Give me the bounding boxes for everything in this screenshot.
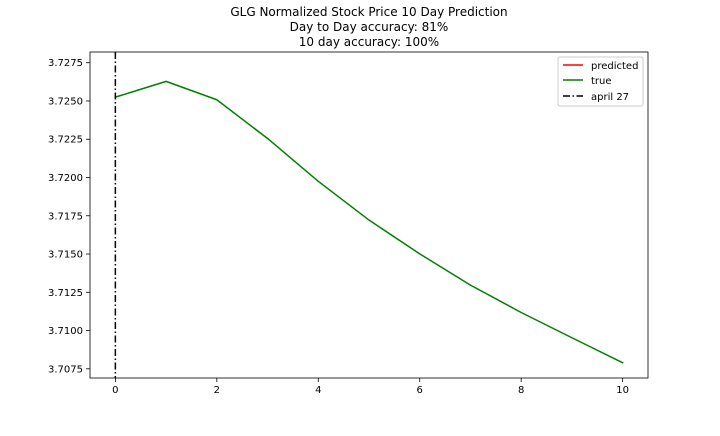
plot-frame bbox=[89, 51, 649, 379]
y-tick-label: 3.7250 bbox=[48, 96, 83, 107]
x-tick-label: 4 bbox=[315, 385, 321, 396]
x-tick-label: 0 bbox=[112, 385, 118, 396]
chart-subtitle-day-to-day: Day to Day accuracy: 81% bbox=[290, 20, 449, 34]
y-axis-ticks: 3.7075 3.7100 3.7125 3.7150 3.7175 3.7200 3.72… bbox=[48, 58, 90, 375]
x-tick-label: 6 bbox=[417, 385, 423, 396]
legend-label-true: true bbox=[591, 76, 612, 87]
plot-area bbox=[90, 52, 648, 378]
chart-subtitle-ten-day: 10 day accuracy: 100% bbox=[299, 35, 439, 49]
y-tick-label: 3.7275 bbox=[48, 58, 83, 69]
legend-box bbox=[557, 56, 644, 107]
x-axis-ticks: 0 2 4 6 8 10 bbox=[112, 378, 629, 396]
series-layer bbox=[114, 80, 624, 364]
x-tick-label: 8 bbox=[518, 385, 524, 396]
legend-label-april-27: april 27 bbox=[591, 92, 629, 103]
y-tick-label: 3.7125 bbox=[48, 288, 83, 299]
y-tick-label: 3.7150 bbox=[48, 250, 83, 261]
y-tick-label: 3.7175 bbox=[48, 211, 83, 222]
y-tick-label: 3.7075 bbox=[48, 364, 83, 375]
y-tick-label: 3.7100 bbox=[48, 326, 83, 337]
x-tick-label: 10 bbox=[616, 385, 629, 396]
legend: predicted true april 27 bbox=[557, 56, 644, 107]
chart-title: GLG Normalized Stock Price 10 Day Predic… bbox=[230, 5, 507, 19]
plot-background bbox=[90, 52, 648, 378]
y-tick-label: 3.7225 bbox=[48, 135, 83, 146]
series-line-true bbox=[114, 80, 624, 364]
legend-label-predicted: predicted bbox=[591, 61, 638, 72]
x-tick-label: 2 bbox=[214, 385, 220, 396]
y-tick-label: 3.7200 bbox=[48, 173, 83, 184]
